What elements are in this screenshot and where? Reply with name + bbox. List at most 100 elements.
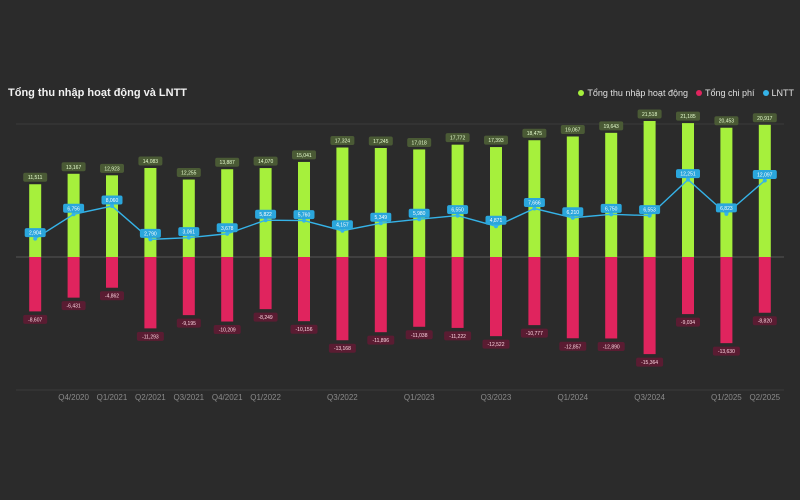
x-tick-label: Q1/2023	[404, 393, 435, 402]
expense-label-text: -10,209	[219, 328, 236, 334]
expense-bar	[67, 257, 80, 298]
income-bar	[643, 121, 656, 257]
income-label-bg	[215, 157, 240, 167]
profit-label-text: 5,760	[298, 213, 311, 219]
income-label-text: 17,772	[450, 136, 466, 142]
expense-label-bg	[597, 341, 625, 351]
profit-point	[455, 213, 460, 218]
expense-label-text: -11,896	[373, 338, 390, 344]
income-label-text: 17,018	[412, 140, 428, 146]
income-label-text: 11,511	[28, 175, 43, 181]
profit-label-bg	[408, 208, 430, 218]
income-label-bg	[714, 116, 739, 126]
profit-point	[532, 206, 537, 211]
income-label-bg	[368, 136, 393, 146]
income-label-bg	[138, 156, 163, 166]
profit-point	[686, 177, 690, 182]
income-label-bg	[253, 156, 278, 166]
expense-label-text: -12,857	[564, 344, 581, 350]
profit-label-bg	[139, 228, 161, 238]
profit-point	[302, 218, 306, 223]
income-label-bg	[637, 109, 662, 119]
expense-label-bg	[636, 357, 664, 367]
profit-label: 5,760	[293, 210, 315, 220]
income-bar	[682, 123, 694, 257]
legend-swatch-profit	[762, 90, 769, 96]
profit-point	[33, 236, 38, 241]
profit-label-text: 12,251	[680, 172, 696, 178]
profit-label: 3,678	[216, 223, 238, 233]
expense-label: -11,896	[367, 335, 395, 345]
expense-label-text: -4,862	[105, 294, 119, 300]
x-tick-label: Q2/2025	[749, 393, 780, 402]
profit-label: 12,251	[676, 169, 700, 179]
income-bar	[605, 132, 618, 257]
expense-label-text: -8,249	[259, 315, 273, 321]
expense-label-text: -13,630	[718, 349, 735, 355]
income-label-bg	[61, 162, 86, 172]
income-label: 17,772	[445, 133, 470, 143]
expense-label-text: -12,522	[488, 342, 505, 348]
income-label-text: 20,917	[757, 116, 773, 122]
profit-label-text: 6,553	[643, 208, 656, 214]
income-bar	[182, 179, 195, 257]
income-label: 17,018	[407, 137, 432, 147]
profit-point	[148, 237, 153, 242]
income-label-bg	[484, 135, 508, 145]
income-label: 19,643	[599, 121, 624, 131]
profit-label-bg	[523, 198, 545, 208]
income-label-text: 18,475	[527, 131, 543, 137]
expense-bar	[758, 257, 771, 313]
expense-label-bg	[676, 317, 700, 327]
expense-label-bg	[100, 291, 124, 301]
expense-label: -4,862	[100, 291, 124, 301]
legend-item-income[interactable]: Tổng thu nhập hoạt động	[578, 88, 688, 98]
income-label: 19,067	[560, 124, 585, 134]
expense-label-text: -15,364	[641, 360, 658, 366]
income-label-bg	[752, 113, 777, 123]
profit-label: 6,756	[63, 203, 85, 213]
income-label-text: 20,453	[719, 119, 735, 125]
expense-bar	[298, 257, 310, 322]
expense-label-text: -12,890	[603, 344, 620, 350]
income-label-bg	[176, 168, 201, 178]
expense-label-bg	[213, 325, 241, 335]
expense-label-text: -6,431	[67, 304, 81, 310]
profit-label: 4,871	[485, 215, 507, 225]
profit-point	[570, 215, 575, 220]
expense-label: -15,364	[636, 357, 664, 367]
income-bar	[106, 175, 118, 257]
legend: Tổng thu nhập hoạt động Tổng chi phí LNT…	[578, 88, 794, 98]
profit-point	[417, 217, 422, 222]
legend-item-expense[interactable]: Tổng chi phí	[695, 88, 755, 98]
expense-label-bg	[405, 330, 433, 340]
expense-label: -11,222	[444, 331, 472, 341]
income-label-text: 15,041	[296, 153, 312, 159]
profit-label-text: 4,871	[490, 218, 503, 224]
income-label: 17,245	[368, 136, 393, 146]
expense-label-bg	[136, 331, 164, 341]
x-tick-label: Q4/2021	[212, 393, 243, 402]
profit-point	[724, 211, 729, 216]
profit-label: 2,904	[24, 228, 46, 238]
legend-item-profit[interactable]: LNTT	[762, 88, 795, 98]
income-bar	[144, 167, 157, 257]
income-label: 17,324	[330, 136, 355, 146]
profit-label-text: 6,550	[451, 208, 464, 214]
income-label-bg	[599, 121, 624, 131]
expense-label-bg	[752, 316, 777, 326]
expense-label-text: -11,222	[449, 334, 466, 340]
income-label-text: 17,393	[488, 138, 504, 144]
profit-label-text: 6,210	[567, 210, 580, 216]
expense-bar	[566, 257, 579, 339]
expense-bar	[451, 257, 464, 328]
income-label: 18,475	[522, 128, 547, 138]
x-tick-label: Q1/2021	[97, 393, 128, 402]
legend-label-profit: LNTT	[771, 88, 795, 98]
expense-label-text: -8,607	[28, 317, 42, 323]
income-label-text: 19,643	[604, 124, 620, 130]
profit-label-text: 2,904	[29, 231, 42, 237]
expense-label: -8,820	[752, 316, 777, 326]
income-label: 17,393	[484, 135, 508, 145]
profit-label: 3,061	[178, 227, 200, 237]
